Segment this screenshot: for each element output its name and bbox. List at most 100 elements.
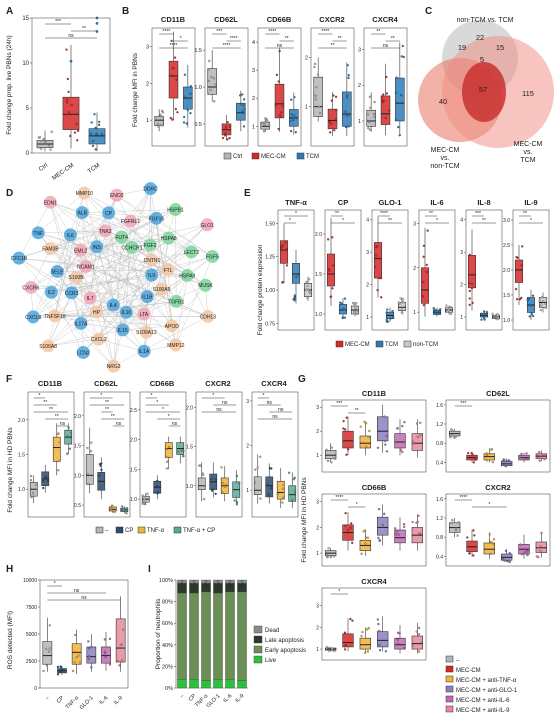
network-node bbox=[205, 249, 219, 263]
data-point bbox=[474, 456, 477, 459]
y-tick-label: 1.6 bbox=[436, 403, 443, 409]
network-node bbox=[110, 188, 124, 202]
data-point bbox=[42, 486, 45, 490]
data-point bbox=[297, 274, 301, 277]
data-point bbox=[329, 131, 332, 134]
data-point bbox=[401, 44, 404, 48]
data-point bbox=[360, 552, 363, 555]
x-tick-label: Ctrl bbox=[38, 163, 49, 173]
bar-segment bbox=[225, 679, 235, 689]
data-point bbox=[67, 426, 70, 429]
data-point bbox=[401, 312, 404, 315]
data-point bbox=[90, 121, 93, 124]
data-point bbox=[326, 555, 329, 559]
y-tick-label: 1.5 bbox=[194, 48, 202, 54]
data-point bbox=[306, 284, 309, 288]
network-node-label: IL7 bbox=[87, 296, 94, 302]
data-point bbox=[373, 100, 376, 104]
y-tick-label: 7500 bbox=[26, 605, 37, 611]
network-node-label: S100B bbox=[69, 275, 85, 281]
network-edge bbox=[71, 188, 151, 293]
data-point bbox=[48, 624, 51, 627]
data-point bbox=[349, 617, 352, 621]
data-point bbox=[279, 115, 282, 118]
data-point bbox=[402, 301, 405, 304]
data-point bbox=[343, 316, 347, 319]
data-point bbox=[540, 303, 543, 306]
data-point bbox=[328, 269, 331, 273]
subpanel-title: CD62L bbox=[486, 389, 510, 398]
legend-swatch bbox=[403, 340, 412, 348]
data-point bbox=[313, 62, 317, 66]
network-edge bbox=[105, 230, 172, 326]
y-tick-label: 1.0 bbox=[503, 318, 510, 324]
data-point bbox=[329, 555, 333, 558]
box bbox=[86, 646, 97, 664]
data-point bbox=[434, 312, 437, 315]
network-node bbox=[140, 290, 154, 304]
network-node bbox=[115, 230, 129, 244]
network-edge bbox=[82, 212, 114, 367]
network-node bbox=[198, 278, 212, 292]
subpanel-title: CD62L bbox=[214, 15, 238, 24]
data-point bbox=[339, 301, 342, 304]
data-point bbox=[489, 552, 492, 555]
data-point bbox=[526, 550, 530, 553]
x-tick-label: – bbox=[179, 693, 186, 700]
network-node-label: HSPA8 bbox=[161, 236, 177, 242]
network-edge bbox=[50, 202, 145, 352]
network-node bbox=[90, 240, 104, 254]
network-node-label: MMP12 bbox=[167, 343, 184, 349]
y-tick-label: 2 bbox=[146, 81, 149, 87]
data-point bbox=[332, 264, 335, 267]
y-tick-label: 3 bbox=[366, 250, 369, 256]
data-point bbox=[290, 98, 293, 101]
data-point bbox=[94, 126, 97, 129]
y-tick-label: 2.0 bbox=[130, 438, 137, 444]
y-tick-label: 0.75 bbox=[265, 321, 275, 327]
network-edge bbox=[57, 271, 99, 340]
data-point bbox=[367, 626, 370, 630]
network-node bbox=[43, 195, 57, 209]
network-edge bbox=[126, 275, 188, 313]
network-edge bbox=[50, 212, 109, 249]
y-tick-label: 60% bbox=[162, 621, 173, 627]
venn-region-count: 19 bbox=[458, 43, 466, 52]
network-node bbox=[116, 323, 130, 337]
data-point bbox=[177, 450, 180, 453]
data-point bbox=[32, 492, 35, 495]
data-point bbox=[169, 116, 172, 120]
data-point bbox=[325, 448, 328, 451]
legend-label: MEC-CM + anti-IL-6 bbox=[456, 698, 510, 704]
data-point bbox=[491, 460, 494, 464]
data-point bbox=[449, 436, 452, 439]
data-point bbox=[326, 238, 330, 241]
data-point bbox=[122, 508, 125, 512]
network-node-label: EML2 bbox=[74, 248, 87, 254]
data-point bbox=[183, 95, 186, 98]
data-point bbox=[448, 307, 451, 310]
venn-region-count: 5 bbox=[480, 55, 484, 64]
data-point bbox=[306, 297, 309, 300]
y-tick-label: 1 bbox=[366, 315, 369, 321]
network-edge bbox=[85, 237, 122, 267]
data-point bbox=[333, 456, 336, 460]
data-point bbox=[308, 278, 311, 281]
data-point bbox=[293, 490, 297, 493]
data-point bbox=[266, 120, 269, 123]
network-node bbox=[149, 211, 163, 225]
data-point bbox=[290, 113, 293, 116]
network-node bbox=[119, 305, 133, 319]
data-point bbox=[395, 76, 398, 79]
plot-frame bbox=[445, 493, 551, 567]
network-node bbox=[69, 270, 83, 284]
sig-label: **** bbox=[162, 29, 170, 35]
box bbox=[326, 253, 336, 287]
data-point bbox=[538, 299, 541, 302]
network-edge bbox=[167, 269, 172, 326]
legend-label: MEC-CM + anti-GLO-1 bbox=[456, 688, 518, 694]
legend-swatch bbox=[253, 645, 263, 654]
data-point bbox=[480, 312, 483, 316]
data-point bbox=[378, 649, 382, 652]
data-point bbox=[344, 125, 348, 129]
